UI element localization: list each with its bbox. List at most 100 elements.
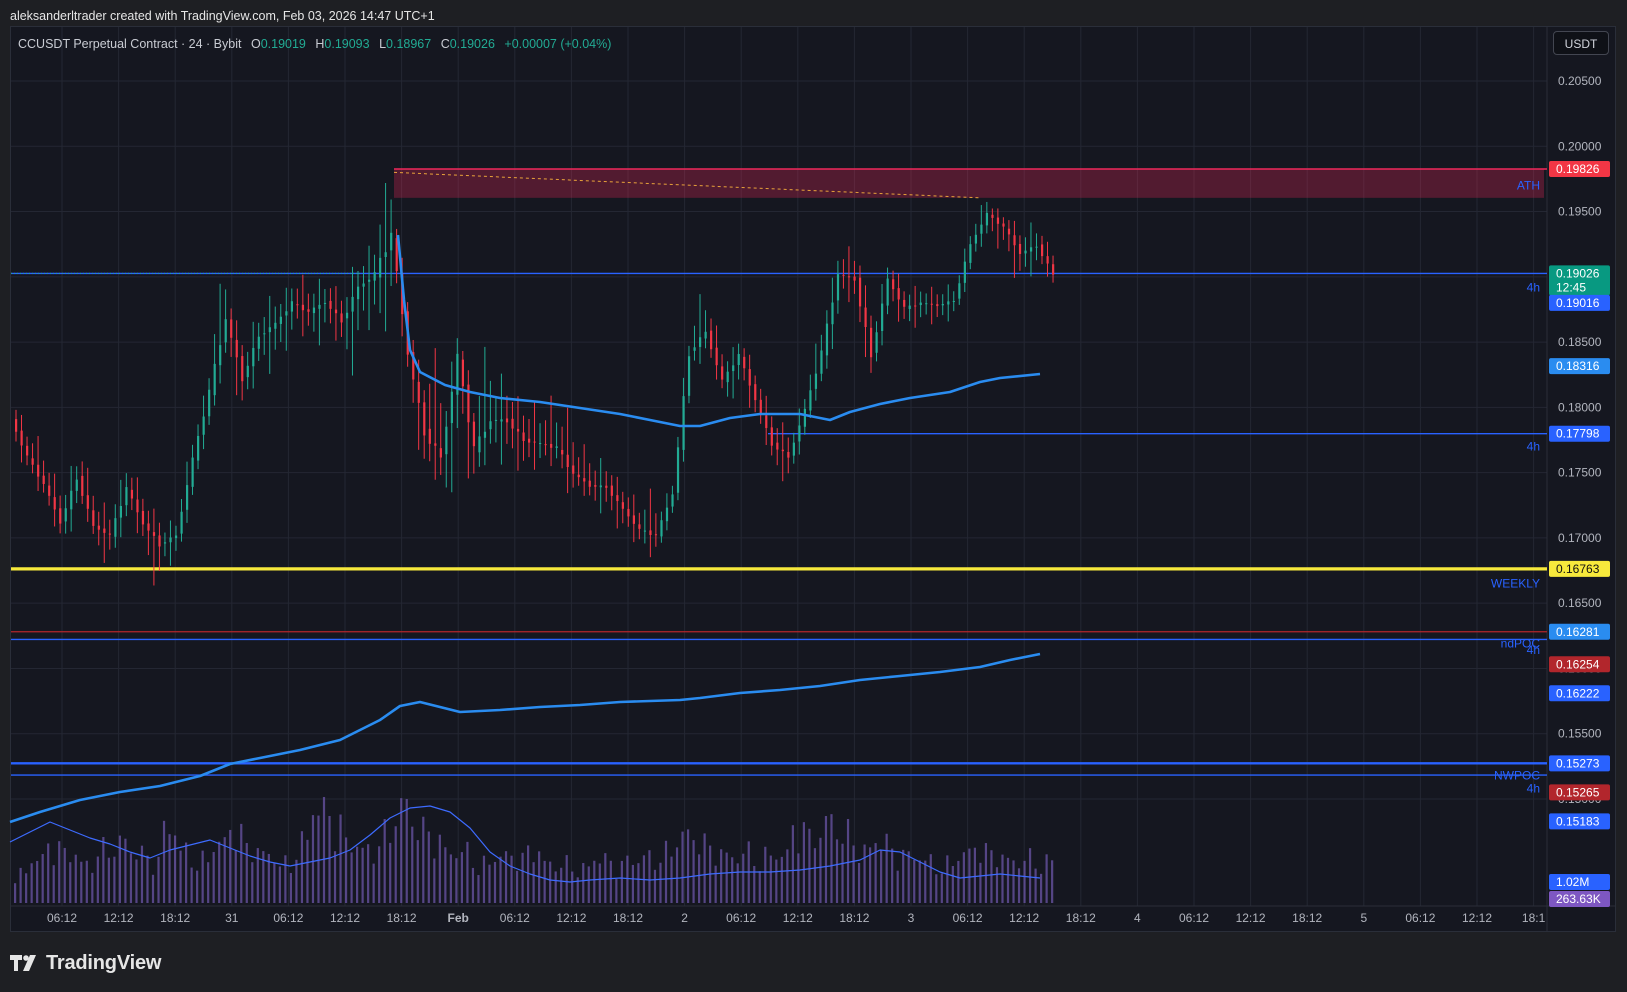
candle-body xyxy=(1041,244,1044,257)
volume-bar xyxy=(819,837,822,903)
volume-bar xyxy=(874,843,877,903)
candle-body xyxy=(500,419,503,422)
volume-bar xyxy=(317,815,320,903)
time-tick-label: 18:12 xyxy=(1066,911,1096,925)
volume-bar xyxy=(19,867,22,903)
candle-body xyxy=(886,278,889,306)
volume-bar xyxy=(173,835,177,903)
volume-bar xyxy=(427,831,430,903)
volume-bar xyxy=(151,874,155,903)
close-label: C xyxy=(440,37,450,51)
candle-body xyxy=(726,371,729,383)
volume-bar xyxy=(96,856,99,903)
candle-body xyxy=(53,497,56,510)
candle-body xyxy=(676,447,680,493)
candle-body xyxy=(974,234,978,244)
vwap-upper-curve xyxy=(396,234,1041,428)
time-tick-label: 06:12 xyxy=(47,911,77,925)
candle-body xyxy=(224,319,227,343)
price-badge-label: 0.16254 xyxy=(1556,657,1600,671)
candle-body xyxy=(301,304,305,311)
price-badge-label: 0.16281 xyxy=(1556,625,1600,639)
candle-body xyxy=(759,399,762,415)
volume-bar xyxy=(1017,868,1021,903)
candle-body xyxy=(186,485,189,510)
volume-bar xyxy=(466,841,469,903)
candle-body xyxy=(169,537,172,543)
candle-body xyxy=(847,276,851,278)
volume-bar xyxy=(162,820,166,903)
volume-bar xyxy=(736,863,739,903)
volume-bar xyxy=(229,829,232,903)
candle-body xyxy=(671,494,674,507)
volume-bar xyxy=(422,816,425,903)
volume-bar xyxy=(339,814,342,903)
candle-body xyxy=(505,418,509,423)
candle-body xyxy=(803,408,807,427)
volume-bar xyxy=(300,831,304,903)
volume-bar xyxy=(758,871,761,903)
time-tick-label: 18:12 xyxy=(613,911,643,925)
volume-bar xyxy=(1001,854,1004,903)
volume-bar xyxy=(344,837,348,903)
price-tick-label: 0.20000 xyxy=(1558,139,1602,153)
volume-bar xyxy=(372,863,375,903)
candle-body xyxy=(241,356,244,382)
volume-bar xyxy=(47,843,50,903)
volume-bar xyxy=(929,854,932,903)
candle-body xyxy=(445,426,448,455)
volume-bar xyxy=(924,860,927,903)
volume-bar xyxy=(1006,857,1010,903)
volume-bar xyxy=(869,847,872,903)
volume-badge-label: 1.02M xyxy=(1556,875,1589,889)
candle-body xyxy=(952,301,955,303)
candle-body xyxy=(158,535,161,547)
volume-bar xyxy=(460,852,464,903)
volume-bar xyxy=(455,858,458,903)
volume-bar xyxy=(102,837,105,903)
volume-bar xyxy=(935,874,938,903)
chart-frame[interactable] xyxy=(10,26,1616,932)
tradingview-logo[interactable]: TradingView xyxy=(10,950,161,976)
volume-bar xyxy=(791,825,794,903)
candle-body xyxy=(930,303,933,305)
volume-bar xyxy=(659,862,662,903)
volume-bar xyxy=(223,837,226,903)
volume-bar xyxy=(218,841,221,903)
time-axis: 06:12 12:12 18:12 31 06:12 12:12 18:12 Feb 06:12… xyxy=(47,911,1546,925)
volume-ma-curve xyxy=(9,805,1041,883)
candle-body xyxy=(384,252,387,258)
candle-body xyxy=(141,510,145,525)
candle-body xyxy=(632,515,636,524)
candle-body xyxy=(81,475,84,496)
time-tick-label: 12:12 xyxy=(1462,911,1492,925)
level-tag-label: 4h xyxy=(1527,782,1540,796)
volume-bar xyxy=(444,847,447,903)
volume-bar xyxy=(63,847,66,903)
volume-bar xyxy=(720,849,723,903)
volume-bar xyxy=(438,834,441,903)
price-badge-label: 0.19026 xyxy=(1556,266,1600,280)
volume-bar xyxy=(775,859,778,903)
volume-bar xyxy=(830,814,833,903)
volume-bar xyxy=(951,865,954,903)
volume-bar xyxy=(41,854,44,903)
candle-body xyxy=(152,532,156,536)
candle-body xyxy=(936,304,939,307)
volume-bar xyxy=(378,846,381,903)
level-tag-label: 4h xyxy=(1527,440,1540,454)
volume-bar xyxy=(212,852,215,903)
candle-body xyxy=(765,415,768,429)
time-tick-label: 18:12 xyxy=(387,911,417,925)
volume-bar xyxy=(957,860,960,903)
level-tag-label: NWPOC xyxy=(1494,769,1540,783)
candle-body xyxy=(86,495,89,509)
currency-button[interactable]: USDT xyxy=(1553,31,1609,55)
volume-bar xyxy=(311,815,315,903)
candle-body xyxy=(836,274,840,301)
close-value: 0.19026 xyxy=(449,37,495,51)
candle-body xyxy=(75,479,78,491)
volume-bar xyxy=(560,867,563,903)
